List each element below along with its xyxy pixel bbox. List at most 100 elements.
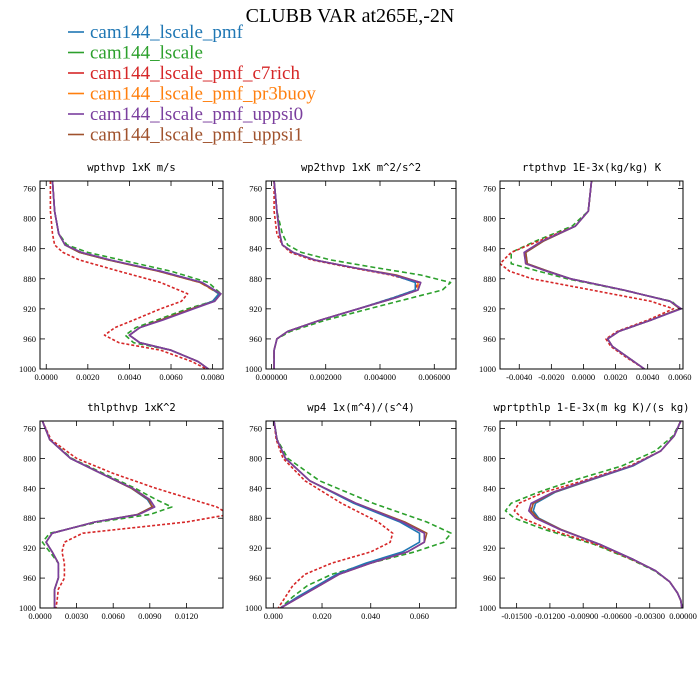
panel-2: wp2thvp 1xK m^2/s^2 760 800 840 880 920 960 100… [245,162,457,382]
x-tick-label: -0.00900 [568,611,598,621]
legend-entry: cam144_lscale_pmf_uppsi1 [68,125,303,146]
panel-frame [39,420,224,609]
y-tick-label: 960 [483,334,496,344]
x-tick-label: 0.060 [410,611,429,621]
legend-label: cam144_lscale_pmf_c7rich [90,63,300,84]
legend-label: cam144_lscale_pmf_uppsi1 [90,125,303,146]
y-tick-label: 1000 [19,364,36,374]
panel-frame [265,180,457,370]
x-tick-label: -0.0040 [506,372,532,382]
series-line-cam144_lscale_pmf_pr3buoy [529,421,683,608]
y-tick-label: 920 [23,304,36,314]
panel-frame [265,420,457,609]
series-line-cam144_lscale_pmf_c7rich [273,181,419,369]
x-tick-label: 0.0040 [636,372,659,382]
series-group [273,181,452,369]
x-tick-label: -0.01500 [501,611,531,621]
x-tick-label: 0.020 [312,611,331,621]
series-line-cam144_lscale_pmf_uppsi1 [530,421,683,608]
legend-entry: cam144_lscale [68,43,203,64]
series-line-cam144_lscale_pmf_pr3buoy [523,181,681,369]
y-tick-label: 840 [23,244,36,254]
x-tick-label: 0.0080 [201,372,224,382]
y-tick-label: 880 [249,513,262,523]
series-line-cam144_lscale_pmf_uppsi1 [273,181,422,369]
y-tick-label: 920 [249,304,262,314]
y-tick-label: 920 [249,543,262,553]
y-tick-label: 1000 [245,603,262,613]
y-tick-label: 920 [483,304,496,314]
legend-entry: cam144_lscale_pmf_pr3buoy [68,84,316,105]
panel-1: wpthvp 1xK m/s76080084088092096010000.00… [19,162,224,382]
series-group [273,421,452,608]
x-tick-label: 0.0020 [604,372,627,382]
x-tick-label: 0.0020 [76,372,99,382]
series-line-cam144_lscale_pmf_c7rich [273,421,394,608]
legend-label: cam144_lscale_pmf_pr3buoy [90,84,316,105]
y-tick-label: 960 [249,334,262,344]
series-line-cam144_lscale_pmf_pr3buoy [273,421,426,608]
y-tick-label: 760 [23,423,36,433]
series-line-cam144_lscale [510,181,681,369]
y-tick-label: 1000 [245,364,262,374]
series-line-cam144_lscale_pmf [524,181,681,369]
y-tick-label: 800 [483,453,496,463]
series-line-cam144_lscale_pmf_c7rich [49,181,207,369]
y-tick-label: 800 [249,453,262,463]
series-line-cam144_lscale [273,181,452,369]
x-tick-label: 0.0090 [138,611,161,621]
legend-label: cam144_lscale_pmf [90,22,244,43]
y-tick-label: 800 [249,214,262,224]
x-tick-label: 0.00000 [669,611,697,621]
panel-title: thlpthvp 1xK^2 [87,402,176,414]
x-tick-label: 0.0120 [175,611,198,621]
panel-title: wprtpthlp 1-E-3x(m kg K)/(s kg) [494,402,690,414]
panel-3: rtpthvp 1E-3x(kg/kg) K 760 800 840 880 920 960… [479,162,691,382]
x-tick-label: -0.00300 [634,611,664,621]
y-tick-label: 840 [23,483,36,493]
panel-title: wp2thvp 1xK m^2/s^2 [301,162,421,174]
x-tick-label: -0.01200 [535,611,565,621]
y-tick-label: 800 [483,214,496,224]
series-line-cam144_lscale [41,421,173,608]
legend-entry: cam144_lscale_pmf_uppsi0 [68,104,303,125]
y-tick-label: 840 [249,483,262,493]
x-tick-label: 0.004000 [364,372,396,382]
series-line-cam144_lscale_pmf_uppsi0 [51,181,222,369]
series-line-cam144_lscale_pmf [273,421,421,608]
panel-frame [499,180,684,370]
y-tick-label: 840 [483,244,496,254]
panel-title: rtpthvp 1E-3x(kg/kg) K [522,162,662,174]
series-line-cam144_lscale [51,181,222,369]
x-tick-label: 0.040 [361,611,380,621]
y-tick-label: 1000 [19,603,36,613]
y-tick-label: 960 [249,573,262,583]
x-tick-label: 0.0000 [572,372,595,382]
x-tick-label: -0.00600 [601,611,631,621]
y-tick-label: 880 [23,274,36,284]
series-line-cam144_lscale_pmf_uppsi0 [273,421,426,608]
y-tick-label: 1000 [479,364,496,374]
y-tick-label: 800 [23,214,36,224]
series-group [41,421,223,608]
y-tick-label: 840 [249,244,262,254]
y-tick-label: 760 [483,184,496,194]
legend-entry: cam144_lscale_pmf [68,22,244,43]
series-group [49,181,222,369]
x-tick-label: 0.0060 [668,372,691,382]
x-tick-label: 0.0030 [65,611,88,621]
y-tick-label: 800 [23,453,36,463]
y-tick-label: 760 [249,184,262,194]
x-tick-label: 0.0000 [35,372,58,382]
y-tick-label: 920 [23,543,36,553]
panel-frame [499,420,684,609]
x-tick-label: 0.0060 [102,611,125,621]
series-line-cam144_lscale [273,421,452,608]
series-group [500,181,683,369]
x-tick-label: 0.000000 [255,372,287,382]
legend: cam144_lscale_pmfcam144_lscalecam144_lsc… [68,22,316,146]
series-group [504,421,683,608]
y-tick-label: 880 [249,274,262,284]
panel-title: wpthvp 1xK m/s [87,162,176,174]
